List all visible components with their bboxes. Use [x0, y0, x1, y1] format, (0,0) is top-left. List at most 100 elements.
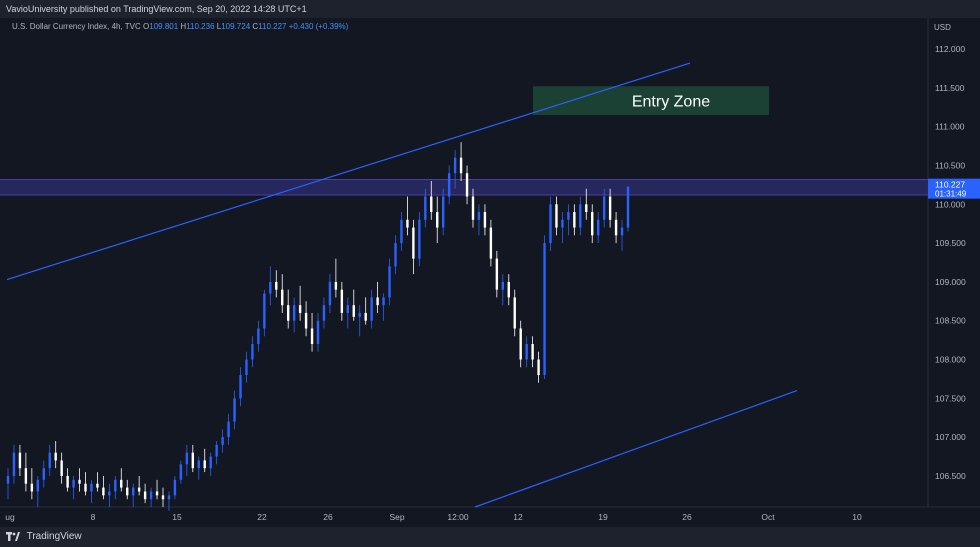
candle-body: [131, 487, 135, 496]
y-tick-label: 109.500: [935, 238, 966, 248]
candle: [394, 235, 397, 275]
candle-body: [620, 227, 624, 236]
candle: [167, 491, 171, 511]
candle: [316, 312, 320, 352]
candle: [352, 289, 355, 321]
candle-body: [155, 491, 159, 496]
candle-body: [567, 212, 570, 220]
candle: [519, 320, 522, 368]
candle-body: [120, 479, 123, 488]
candle-body: [388, 266, 391, 298]
candle-body: [549, 204, 552, 244]
candle-body: [18, 452, 22, 469]
candle: [179, 460, 183, 484]
candle-body: [406, 219, 409, 228]
candle-body: [233, 398, 236, 422]
candle: [400, 212, 403, 251]
candle: [382, 293, 385, 321]
candle: [418, 212, 421, 267]
candle: [614, 212, 618, 244]
x-tick-label: 22: [257, 512, 267, 522]
candle-body: [471, 196, 475, 220]
candle: [477, 204, 481, 236]
candle-body: [358, 312, 361, 317]
candle: [185, 444, 189, 476]
candle-body: [251, 344, 254, 360]
candle-body: [310, 328, 314, 344]
candle-body: [394, 243, 397, 267]
candle: [310, 312, 314, 352]
candle: [84, 472, 87, 496]
candle: [298, 285, 302, 321]
candle-body: [561, 219, 564, 228]
candle: [30, 468, 34, 500]
candle: [173, 475, 177, 500]
x-tick-label: 19: [598, 512, 608, 522]
candle-body: [328, 281, 332, 306]
candle: [108, 483, 111, 507]
candle: [233, 390, 236, 430]
candle-body: [298, 305, 302, 313]
candle: [483, 204, 487, 236]
candle-body: [441, 196, 445, 228]
candle: [131, 483, 135, 507]
y-tick-label: 111.000: [935, 122, 965, 132]
candle: [48, 444, 51, 476]
candle-body: [465, 173, 469, 197]
candle: [257, 320, 260, 352]
candle: [406, 196, 409, 236]
candle: [561, 212, 564, 244]
candle: [608, 188, 612, 228]
candle: [424, 188, 427, 228]
x-tick-label: Oct: [761, 512, 775, 522]
candle: [42, 460, 45, 488]
candle-body: [209, 456, 212, 469]
candle-body: [501, 281, 505, 290]
candle-body: [48, 452, 51, 469]
candle-body: [430, 196, 433, 213]
candle: [430, 181, 433, 220]
candle-body: [281, 289, 284, 306]
candle: [197, 456, 200, 480]
candle: [453, 149, 457, 189]
candle-body: [275, 281, 278, 290]
legend-close-label: C: [252, 22, 259, 31]
candle-body: [602, 196, 606, 220]
candle: [388, 258, 391, 306]
candle-body: [221, 437, 224, 445]
candle: [54, 441, 57, 469]
candle-body: [537, 359, 540, 376]
candle: [501, 274, 505, 306]
candle-body: [239, 375, 242, 399]
candle-body: [596, 219, 600, 236]
candle-body: [340, 289, 344, 313]
candle: [126, 479, 129, 500]
candle-body: [352, 305, 355, 317]
candle-body: [525, 344, 528, 360]
candle: [114, 475, 117, 500]
candle-body: [72, 479, 75, 488]
candle-body: [84, 483, 87, 492]
candle-body: [424, 196, 427, 220]
footer-brand[interactable]: TradingView: [26, 531, 82, 542]
lower-trendline: [474, 390, 798, 508]
candle: [436, 196, 439, 244]
candle: [620, 219, 624, 251]
candle: [573, 204, 576, 236]
candle-body: [108, 491, 111, 496]
candle-body: [292, 305, 296, 321]
candle-body: [42, 468, 45, 480]
chart-background: [0, 18, 980, 527]
candle: [340, 281, 344, 321]
candle: [149, 487, 153, 507]
candle: [24, 452, 28, 492]
candle-body: [114, 479, 117, 492]
candle-body: [215, 444, 218, 457]
candle-body: [191, 452, 195, 469]
candle-body: [179, 464, 183, 480]
legend-open: 109.801: [149, 22, 179, 31]
candle: [585, 188, 588, 220]
price-chart[interactable]: USD 112.000 111.500 111.000 110.500 110.000 10…: [0, 18, 980, 527]
candle: [358, 305, 361, 337]
candle: [596, 212, 600, 244]
